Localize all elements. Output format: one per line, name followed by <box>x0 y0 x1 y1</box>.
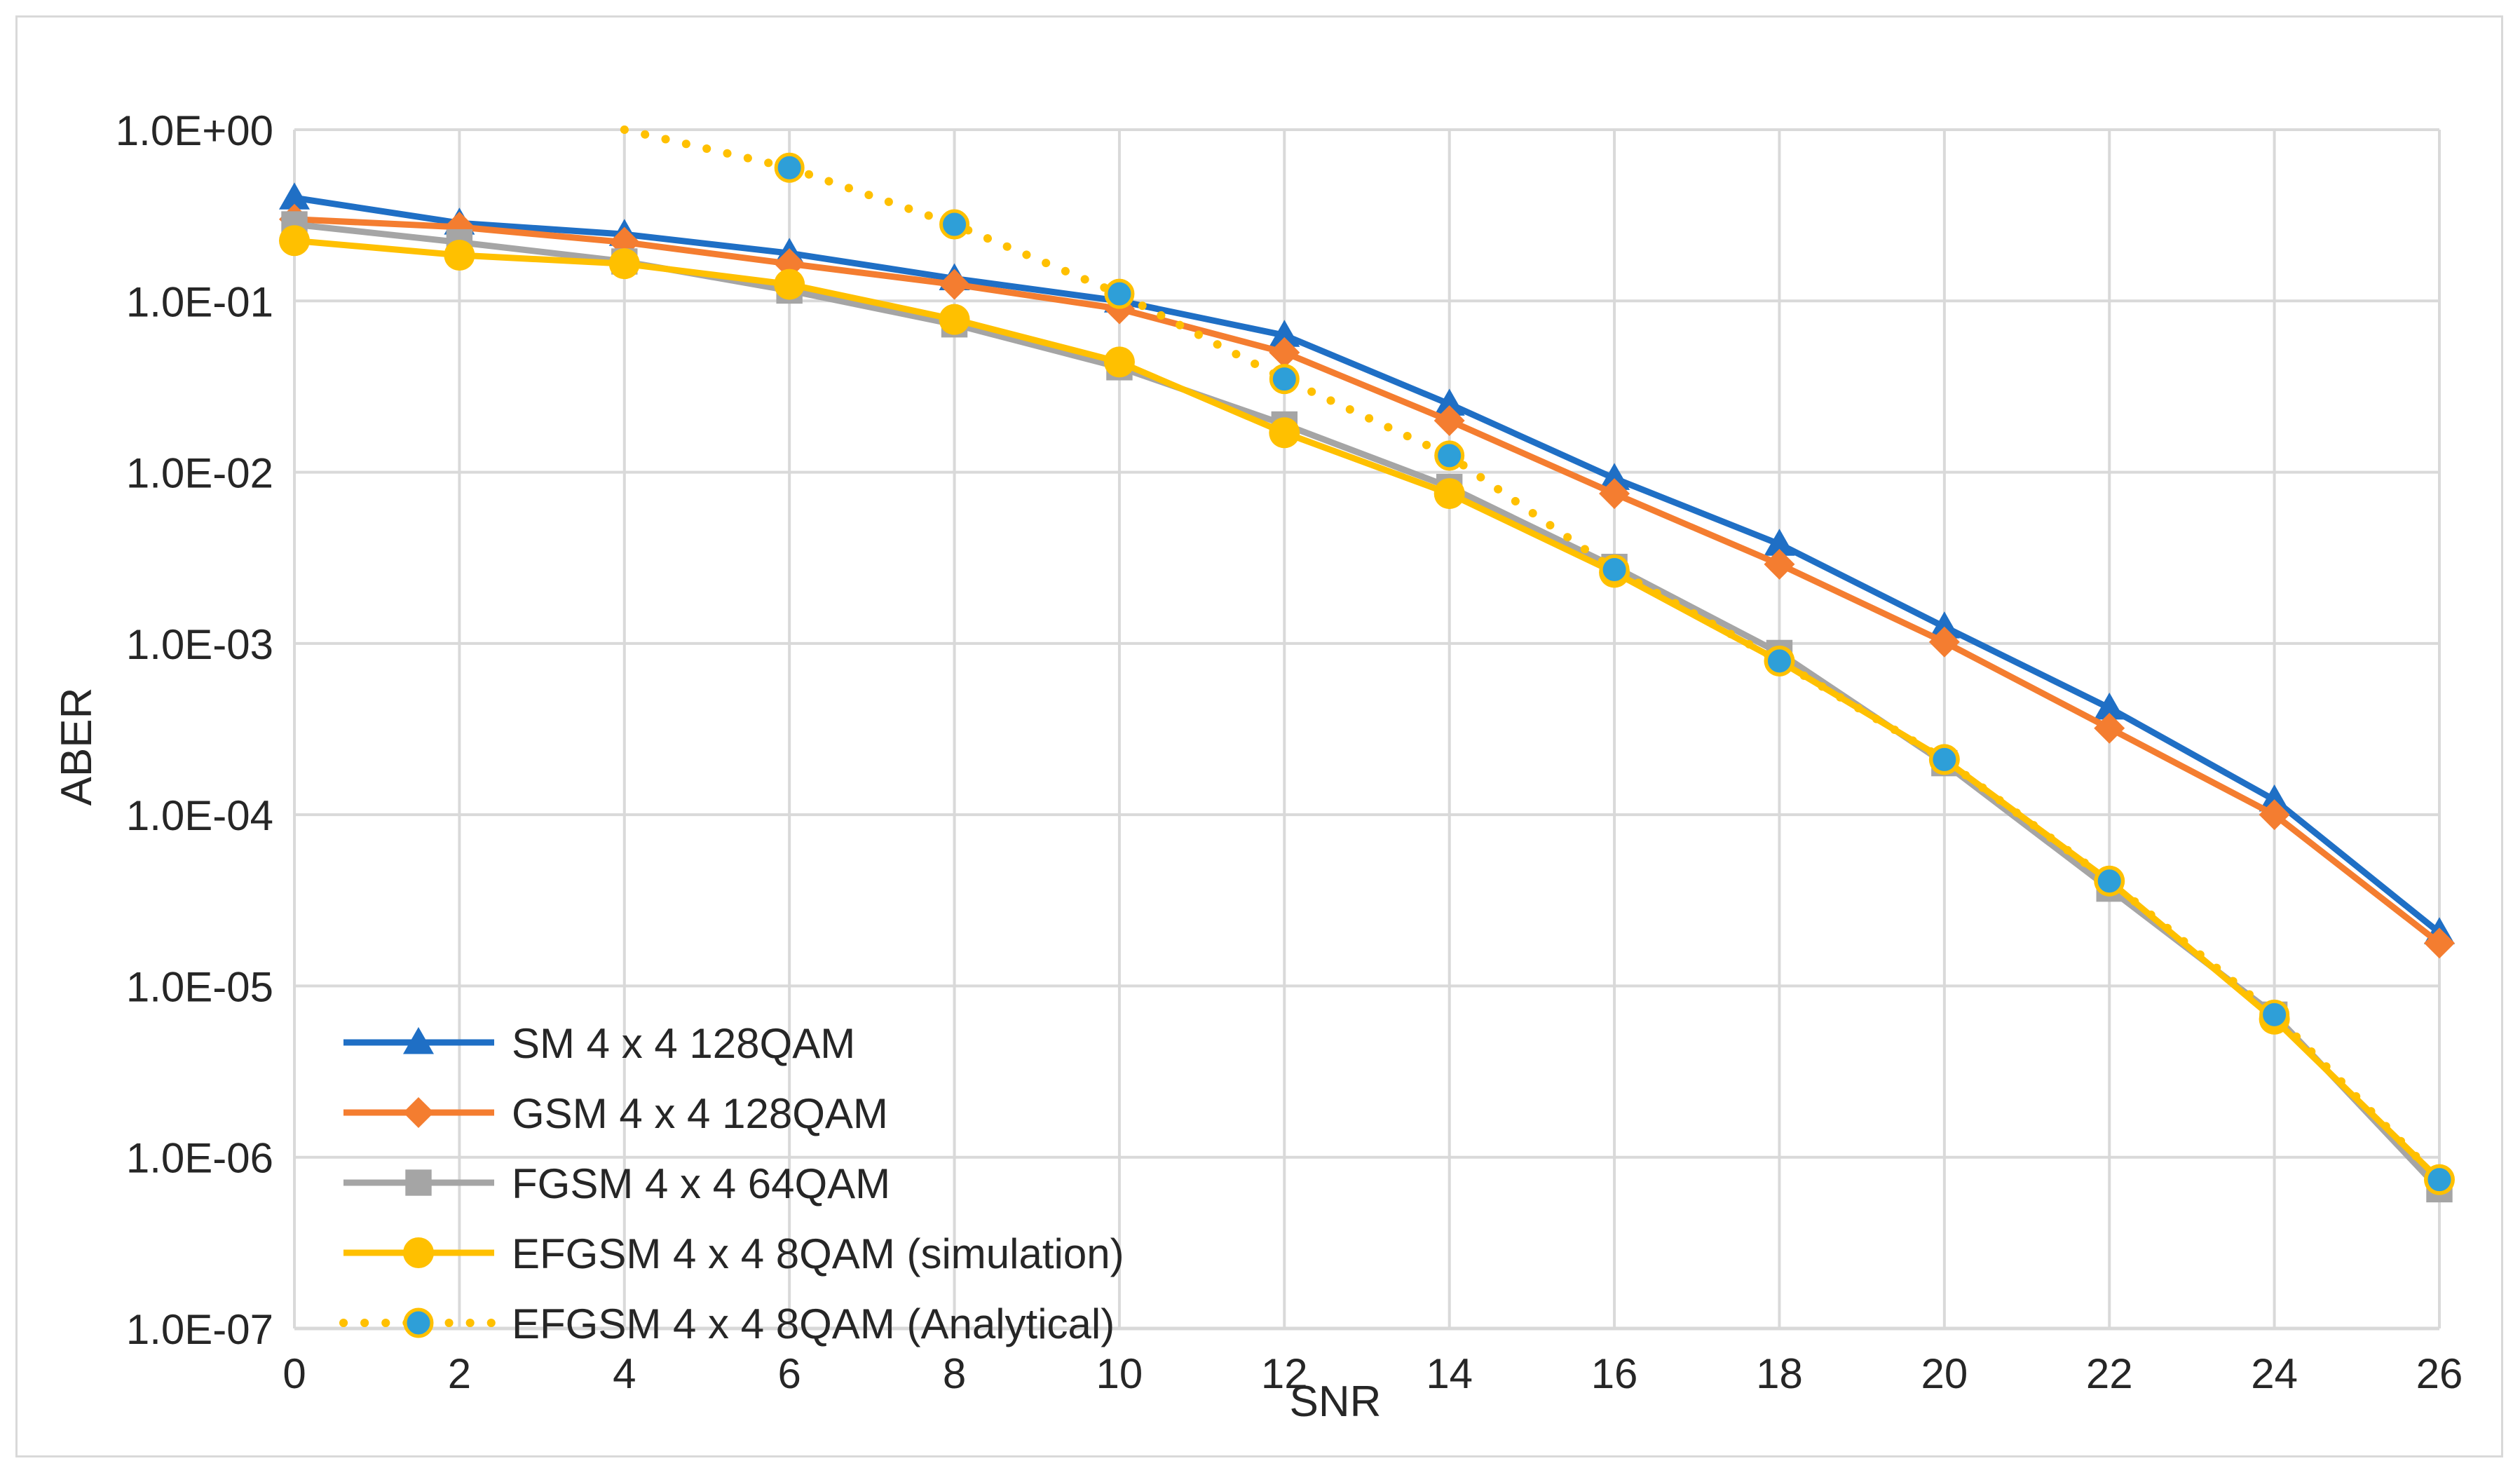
legend-entry: SM 4 x 4 128QAM <box>343 1020 855 1067</box>
data-point <box>2094 866 2125 897</box>
legend-marker <box>405 1169 432 1196</box>
axis-layer: 1.0E+00 1.0E-01 1.0E-02 1.0E-03 1.0E-04 1.0E-… <box>116 107 2463 1397</box>
x-axis-title: SNR <box>1290 1378 1382 1426</box>
y-axis-title: ABER <box>53 688 101 806</box>
x-tick-label: 6 <box>777 1350 801 1397</box>
legend-marker <box>403 1307 434 1338</box>
x-tick-label: 8 <box>943 1350 966 1397</box>
data-point <box>1928 626 1960 658</box>
x-tick-label: 4 <box>613 1350 636 1397</box>
x-tick-label: 12 <box>1261 1350 1308 1397</box>
data-point <box>1269 417 1300 449</box>
x-tick-label: 10 <box>1096 1350 1143 1397</box>
data-point <box>279 182 310 210</box>
data-point <box>1269 364 1300 395</box>
data-point <box>1269 337 1300 368</box>
data-point <box>1764 548 1795 580</box>
data-point <box>1433 388 1465 416</box>
data-point <box>1928 611 1960 639</box>
x-tick-label: 16 <box>1591 1350 1638 1397</box>
x-tick-label: 2 <box>448 1350 471 1397</box>
series-1 <box>279 203 2455 959</box>
series-line <box>294 216 2441 946</box>
y-tick-label: 1.0E-03 <box>126 621 273 668</box>
data-point <box>1599 463 1630 490</box>
chart-svg: 1.0E+00 1.0E-01 1.0E-02 1.0E-03 1.0E-04 1.0E-… <box>53 107 2463 1426</box>
legend-label: FGSM 4 x 4 64QAM <box>512 1160 890 1207</box>
data-point <box>939 209 970 240</box>
legend-label: EFGSM 4 x 4 8QAM (Analytical) <box>512 1300 1115 1347</box>
data-point <box>279 225 310 257</box>
data-point <box>1929 744 1960 775</box>
data-point <box>1269 320 1300 347</box>
legend-label: GSM 4 x 4 128QAM <box>512 1090 888 1137</box>
legend-marker <box>403 1097 434 1128</box>
data-point <box>1599 554 1630 585</box>
data-point <box>2424 1164 2455 1195</box>
data-point <box>2259 999 2290 1030</box>
data-point <box>1433 478 1465 510</box>
data-point <box>774 152 805 183</box>
legend-marker <box>403 1237 434 1268</box>
x-tick-label: 22 <box>2086 1350 2133 1397</box>
data-point <box>939 269 970 300</box>
y-tick-label: 1.0E-01 <box>126 278 273 325</box>
legend-entry: FGSM 4 x 4 64QAM <box>343 1160 890 1207</box>
legend-marker <box>403 1027 434 1054</box>
series-4 <box>620 125 2455 1195</box>
data-point <box>1104 278 1135 309</box>
data-point <box>1433 405 1465 437</box>
x-tick-label: 24 <box>2251 1350 2298 1397</box>
data-point <box>1764 646 1794 677</box>
series-0 <box>279 182 2455 944</box>
legend-layer: SM 4 x 4 128QAM GSM 4 x 4 128QAM FGSM 4 x … <box>339 1020 1124 1347</box>
legend-label: EFGSM 4 x 4 8QAM (simulation) <box>512 1230 1124 1277</box>
y-tick-label: 1.0E-02 <box>126 450 273 497</box>
y-tick-label: 1.0E-07 <box>126 1306 273 1353</box>
data-point <box>774 269 805 300</box>
y-tick-label: 1.0E-04 <box>126 792 273 839</box>
legend-entry: GSM 4 x 4 128QAM <box>343 1090 888 1137</box>
x-tick-label: 14 <box>1426 1350 1473 1397</box>
data-point <box>2094 692 2125 720</box>
x-tick-label: 0 <box>282 1350 306 1397</box>
x-tick-label: 26 <box>2416 1350 2463 1397</box>
data-point <box>1103 346 1135 378</box>
data-point <box>1434 440 1465 471</box>
series-line <box>620 125 2444 1184</box>
x-tick-label: 18 <box>1756 1350 1803 1397</box>
grid-layer <box>293 128 2441 1330</box>
data-point <box>608 248 640 280</box>
chart-frame: 1.0E+00 1.0E-01 1.0E-02 1.0E-03 1.0E-04 1.0E-… <box>15 15 2503 1457</box>
legend-label: SM 4 x 4 128QAM <box>512 1020 855 1067</box>
data-point <box>2094 712 2125 744</box>
legend-entry: EFGSM 4 x 4 8QAM (simulation) <box>343 1230 1124 1277</box>
data-point <box>2424 927 2455 959</box>
data-point <box>2259 784 2290 812</box>
y-tick-label: 1.0E-06 <box>126 1135 273 1182</box>
data-point <box>1764 529 1795 556</box>
data-point <box>939 304 970 335</box>
series-line <box>294 194 2441 935</box>
x-tick-label: 20 <box>1921 1350 1968 1397</box>
series-layer <box>279 125 2455 1203</box>
data-point <box>1599 478 1630 510</box>
data-point <box>444 240 475 271</box>
y-tick-label: 1.0E-05 <box>126 963 273 1010</box>
y-tick-label: 1.0E+00 <box>116 107 273 154</box>
legend-entry: EFGSM 4 x 4 8QAM (Analytical) <box>339 1300 1115 1347</box>
data-point <box>2259 799 2290 831</box>
